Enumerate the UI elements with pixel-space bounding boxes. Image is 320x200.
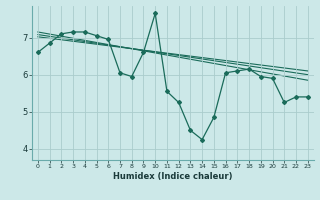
X-axis label: Humidex (Indice chaleur): Humidex (Indice chaleur) xyxy=(113,172,233,181)
